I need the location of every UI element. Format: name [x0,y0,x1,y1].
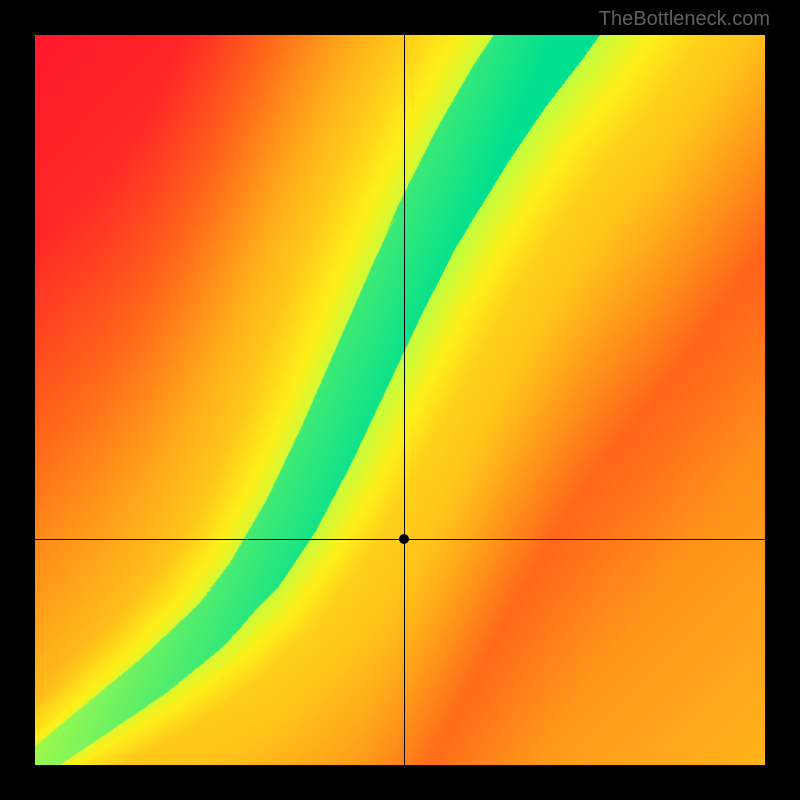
watermark-text: TheBottleneck.com [599,8,770,31]
plot-area [35,35,765,765]
heatmap-canvas [35,35,765,765]
crosshair-vertical [404,35,405,765]
crosshair-marker [399,534,409,544]
